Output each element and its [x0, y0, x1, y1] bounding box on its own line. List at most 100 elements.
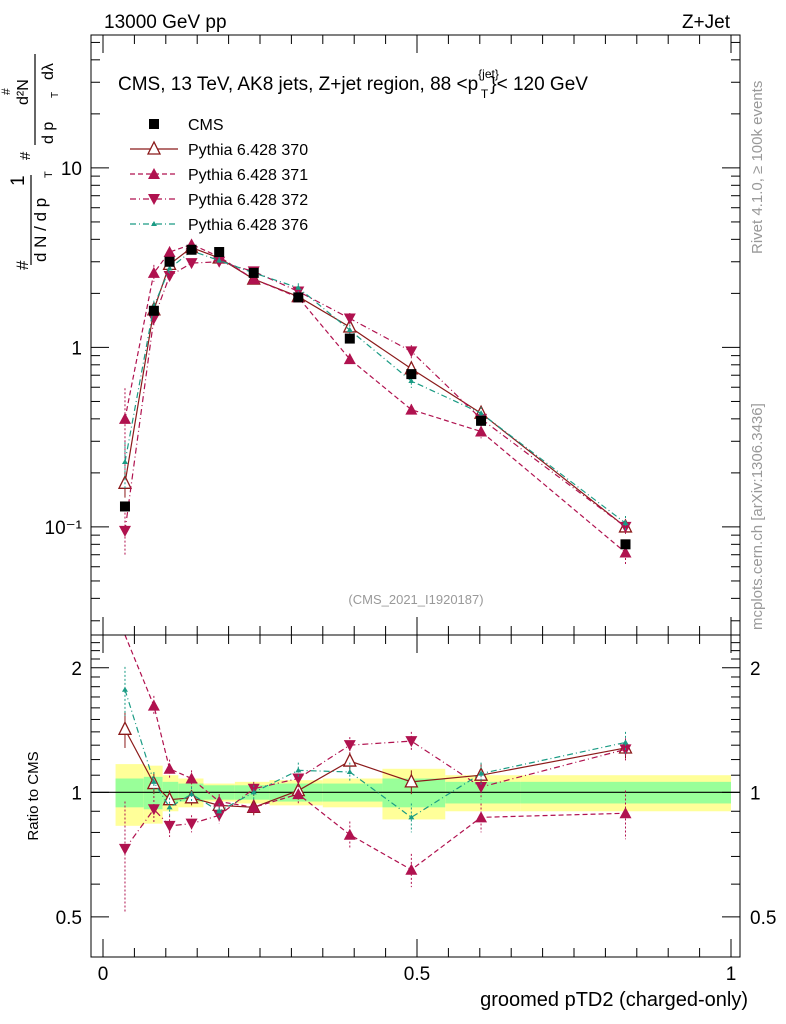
ratio-point-4	[295, 767, 302, 773]
ratio-point-2	[405, 863, 418, 875]
main-line-1	[124, 246, 626, 528]
main-point-0	[620, 539, 631, 550]
ratio-y-tick-label-right: 2	[750, 659, 761, 680]
main-line-2	[124, 243, 626, 553]
main-point-0	[164, 256, 175, 267]
legend-marker-3	[148, 194, 160, 205]
main-point-2	[405, 403, 418, 415]
main-point-3	[147, 313, 160, 325]
ratio-point-4	[250, 789, 257, 795]
main-point-4	[622, 520, 629, 526]
ratio-y-tick-label-right: 1	[750, 783, 761, 804]
main-series-4	[121, 247, 629, 531]
ratio-point-2	[247, 801, 260, 813]
legend-label-0: CMS	[188, 117, 224, 134]
ratio-point-3	[185, 818, 198, 830]
main-point-3	[343, 313, 356, 325]
ratio-panel: 0.5 0.5 1 1 2 2 Ratio to CMS	[25, 634, 776, 958]
main-point-3	[118, 525, 131, 537]
ratio-point-3	[619, 744, 632, 756]
ratio-point-3	[292, 773, 305, 785]
ratio-point-3	[118, 843, 131, 855]
ratio-point-2	[213, 795, 226, 807]
x-axis-label: groomed pTD2 (charged-only)	[480, 989, 748, 1011]
y-label-hash3: #	[0, 88, 13, 95]
ratio-point-1	[404, 773, 419, 788]
main-point-0	[293, 292, 304, 303]
main-point-4	[216, 257, 223, 263]
ratio-point-3	[343, 740, 356, 752]
ratio-frame	[90, 634, 741, 958]
y-label-dN-sub: T	[43, 171, 55, 178]
ratio-point-4	[346, 768, 353, 774]
ratio-series-3	[118, 731, 632, 914]
process-label: Z+Jet	[682, 12, 731, 33]
mcplots-label: mcplots.cern.ch [arXiv:1306.3436]	[749, 403, 766, 630]
main-point-0	[406, 369, 417, 380]
main-ticks: 10⁻¹ 1 10	[45, 35, 740, 635]
main-point-3	[619, 521, 632, 533]
main-point-4	[121, 458, 128, 464]
x-tick-label: 1	[726, 964, 737, 985]
main-y-tick-label: 10⁻¹	[45, 518, 83, 539]
legend-marker-2	[148, 168, 160, 179]
y-label-dp: d p	[40, 122, 57, 144]
ratio-y-tick-label: 1	[71, 783, 82, 804]
legend-label-1: Pythia 6.428 370	[188, 142, 308, 159]
ratio-series-2	[124, 634, 632, 888]
ratio-point-1	[117, 720, 133, 735]
ratio-point-4	[216, 808, 223, 814]
ratio-point-4	[188, 791, 195, 797]
x-axis: 0 0.5 1	[98, 964, 737, 985]
analysis-watermark: (CMS_2021_I1920187)	[348, 592, 483, 607]
ratio-point-2	[292, 788, 305, 800]
main-point-2	[147, 266, 160, 278]
ratio-point-3	[405, 736, 418, 748]
ratio-point-4	[478, 770, 485, 776]
ratio-point-1	[342, 752, 357, 767]
main-point-0	[248, 267, 259, 278]
ratio-y-label: Ratio to CMS	[25, 751, 42, 840]
main-series-3	[118, 256, 632, 555]
main-y-tick-label: 10	[61, 159, 82, 180]
ratio-point-2	[185, 772, 198, 784]
y-label-dN: d N / d p	[31, 198, 50, 262]
ratio-point-2	[163, 762, 176, 774]
ratio-point-2	[619, 807, 632, 819]
main-point-2	[247, 273, 260, 285]
main-point-4	[478, 410, 485, 416]
main-point-0	[119, 501, 130, 512]
ratio-y-tick-label: 0.5	[56, 908, 82, 929]
ratio-point-3	[475, 782, 488, 794]
main-point-3	[185, 258, 198, 270]
ratio-point-4	[408, 814, 415, 820]
main-point-0	[214, 247, 225, 258]
ratio-series-4	[121, 666, 629, 833]
main-series-2	[118, 238, 632, 565]
main-series-1	[117, 239, 633, 534]
ratio-ticks: 0.5 0.5 1 1 2 2	[56, 634, 776, 958]
rivet-label: Rivet 4.1.0, ≥ 100k events	[749, 81, 766, 254]
main-y-axis-label: # 1 d N / d p T # d²N d p T dλ #	[0, 54, 61, 270]
main-point-2	[619, 546, 632, 558]
main-point-2	[163, 246, 176, 258]
y-label-one: 1	[8, 175, 29, 186]
main-point-2	[475, 425, 488, 437]
x-tick-label: 0.5	[404, 964, 430, 985]
ratio-point-3	[247, 783, 260, 795]
ratio-series	[117, 634, 633, 914]
beam-label: 13000 GeV pp	[104, 12, 227, 33]
legend-marker-4	[151, 221, 157, 226]
ratio-point-3	[163, 820, 176, 832]
main-point-4	[346, 327, 353, 333]
y-label-hash: #	[13, 260, 32, 270]
main-point-4	[408, 377, 415, 383]
main-point-0	[476, 415, 487, 426]
x-tick-label: 0	[98, 964, 109, 985]
main-line-4	[124, 250, 626, 524]
y-label-dl: dλ	[40, 63, 57, 80]
main-series	[117, 238, 633, 565]
legend: CMS Pythia 6.428 370 Pythia 6.428 371 Pythi…	[130, 117, 308, 234]
main-point-4	[295, 284, 302, 290]
y-label-d2N: d²N	[15, 79, 32, 105]
